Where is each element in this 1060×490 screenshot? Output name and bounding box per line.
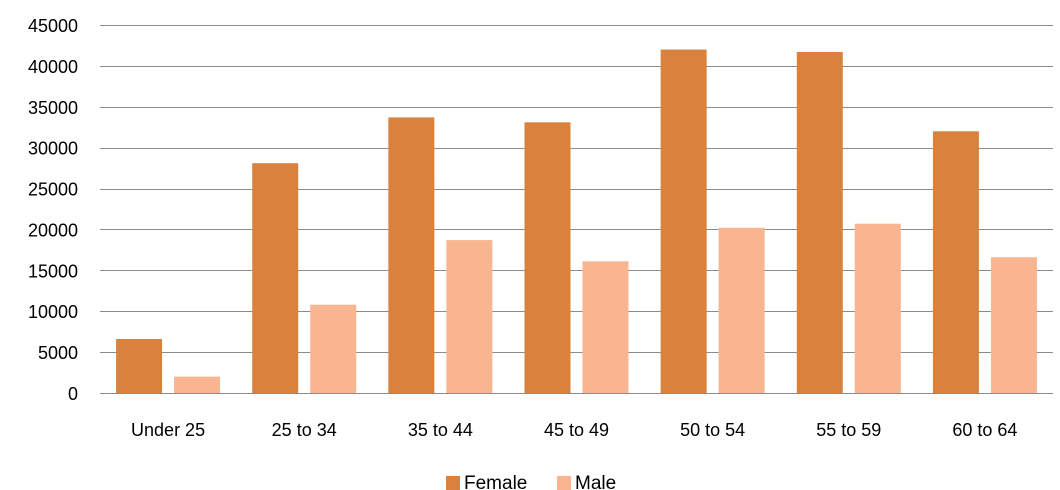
- bar-male-under-25: [174, 376, 221, 393]
- x-tick-label: 60 to 64: [952, 420, 1017, 440]
- x-tick-label: 45 to 49: [544, 420, 609, 440]
- gridlines: [100, 25, 1053, 353]
- y-tick-label: 40000: [28, 57, 78, 77]
- legend-label-male: Male: [575, 473, 616, 490]
- bar-female-25-to-34: [252, 163, 299, 393]
- bar-female-60-to-64: [932, 131, 979, 394]
- y-tick-label: 45000: [28, 16, 78, 36]
- bar-male-35-to-44: [446, 240, 493, 393]
- y-axis-tick-labels: 0 5000 10000 15000 20000 25000 30000 35000 40000…: [28, 16, 78, 404]
- legend-swatch-male: [557, 476, 571, 490]
- bar-male-50-to-54: [718, 227, 765, 393]
- legend-swatch-female: [446, 476, 460, 490]
- bar-male-55-to-59: [854, 223, 901, 393]
- y-tick-label: 0: [68, 384, 78, 404]
- x-tick-label: 50 to 54: [680, 420, 745, 440]
- legend: Female Male: [446, 473, 616, 490]
- y-tick-label: 25000: [28, 180, 78, 200]
- bars: [116, 49, 1037, 394]
- bar-female-under-25: [116, 339, 163, 393]
- x-tick-label: 35 to 44: [408, 420, 473, 440]
- bar-male-45-to-49: [582, 261, 629, 393]
- y-tick-label: 30000: [28, 139, 78, 159]
- x-tick-label: 25 to 34: [272, 420, 337, 440]
- bar-female-35-to-44: [388, 117, 435, 394]
- y-tick-label: 35000: [28, 98, 78, 118]
- legend-label-female: Female: [464, 473, 527, 490]
- x-axis-tick-labels: Under 25 25 to 34 35 to 44 45 to 49 50 to 54…: [131, 420, 1017, 440]
- bar-female-50-to-54: [660, 49, 707, 394]
- bar-female-55-to-59: [796, 51, 843, 394]
- y-tick-label: 15000: [28, 261, 78, 281]
- y-tick-label: 5000: [38, 343, 78, 363]
- y-tick-label: 10000: [28, 302, 78, 322]
- bar-male-25-to-34: [310, 304, 357, 393]
- y-tick-label: 20000: [28, 220, 78, 240]
- bar-male-60-to-64: [990, 257, 1037, 393]
- x-tick-label: 55 to 59: [816, 420, 881, 440]
- x-tick-label: Under 25: [131, 420, 205, 440]
- bar-female-45-to-49: [524, 122, 571, 393]
